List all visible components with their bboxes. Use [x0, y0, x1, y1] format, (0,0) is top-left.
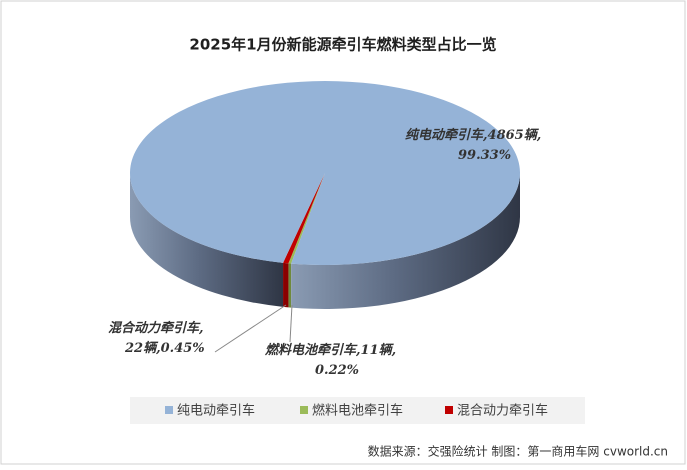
chart-title: 2025年1月份新能源牵引车燃料类型占比一览: [189, 36, 496, 54]
leader-line: [214, 304, 287, 353]
pie-slice: [130, 81, 521, 266]
category-label: 燃料电池牵引车: [264, 342, 358, 358]
data-label: 混合动力牵引车,: [108, 320, 204, 336]
leader-line: [289, 304, 293, 343]
pie-slice: [288, 173, 325, 264]
legend-box: [130, 397, 585, 424]
data-label: 22辆,0.45%: [124, 340, 205, 356]
pie-slice-side: [283, 262, 289, 308]
legend-marker: [445, 406, 453, 414]
label-separator: ,: [482, 128, 488, 143]
label-separator: ,: [198, 321, 204, 336]
category-label: 混合动力牵引车: [108, 320, 201, 336]
pie-slice: [283, 173, 325, 264]
percent-label: 99.33%: [458, 148, 511, 163]
data-label: 燃料电池牵引车,11辆,: [264, 342, 396, 358]
data-label: 0.22%: [315, 363, 359, 378]
label-separator: ,: [536, 128, 542, 143]
pie-slice-side: [291, 173, 520, 310]
data-label: 纯电动牵引车,4865辆,: [405, 127, 541, 143]
percent-label: 0.45%: [161, 341, 205, 356]
pie-slice-side: [130, 173, 284, 307]
label-separator: ,: [391, 343, 397, 358]
legend-marker: [300, 406, 308, 414]
legend-label: 纯电动牵引车: [177, 403, 255, 419]
legend-label: 燃料电池牵引车: [312, 403, 403, 419]
label-separator: ,: [155, 341, 161, 356]
value-label: 22辆: [124, 340, 159, 356]
legend-marker: [165, 406, 173, 414]
legend-label: 混合动力牵引车: [457, 403, 548, 419]
category-label: 纯电动牵引车: [405, 127, 485, 143]
value-label: 11辆: [361, 342, 395, 358]
source-note: 数据来源：交强险统计 制图：第一商用车网 cvworld.cn: [368, 444, 668, 459]
label-separator: ,: [355, 343, 361, 358]
pie-slice-side: [288, 263, 292, 308]
percent-label: 0.22%: [315, 363, 359, 378]
data-label: 99.33%: [458, 148, 511, 163]
value-label: 4865辆: [488, 127, 540, 143]
